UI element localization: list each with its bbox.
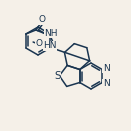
Text: S: S: [54, 71, 61, 81]
Text: NH: NH: [44, 29, 58, 37]
Text: O: O: [38, 15, 45, 24]
Text: O: O: [36, 40, 43, 48]
Text: N: N: [103, 64, 110, 73]
Text: HN: HN: [43, 42, 57, 50]
Text: N: N: [103, 79, 110, 88]
